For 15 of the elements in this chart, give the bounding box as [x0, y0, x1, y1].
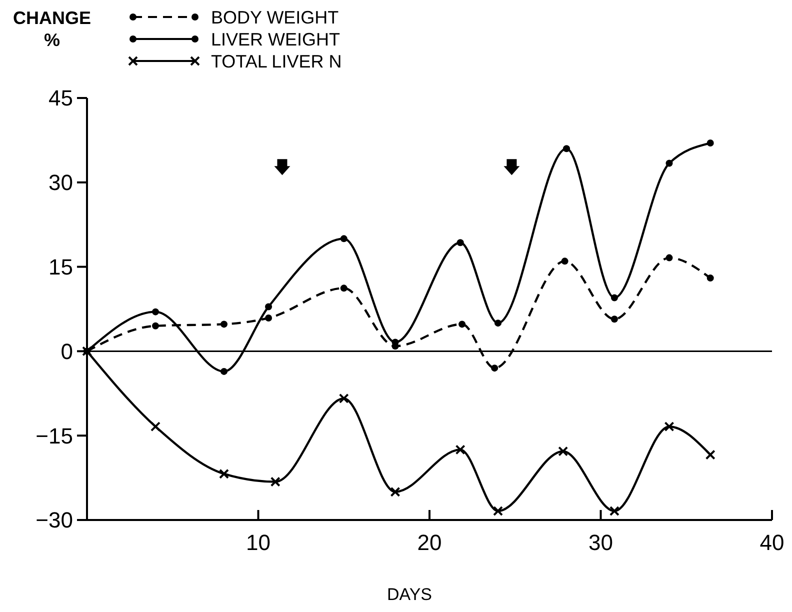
legend-label: LIVER WEIGHT: [211, 29, 340, 50]
y-tick-label: 15: [48, 254, 73, 280]
y-axis-title: CHANGE %: [12, 8, 92, 50]
x-tick-label: 20: [417, 530, 442, 555]
x-tick-label: 10: [246, 530, 270, 555]
y-tick-label: 45: [48, 86, 73, 111]
legend-label: BODY WEIGHT: [211, 7, 339, 28]
x-axis-title: DAYS: [386, 585, 432, 604]
x-tick-label: 40: [760, 530, 784, 555]
x-tick-label: 30: [588, 530, 613, 555]
y-tick-label: 0: [60, 338, 73, 364]
y-tick-label: 30: [48, 170, 73, 196]
legend-label: TOTAL LIVER N: [211, 51, 342, 72]
y-tick-label: −30: [36, 508, 73, 533]
y-tick-label: −15: [36, 423, 73, 448]
